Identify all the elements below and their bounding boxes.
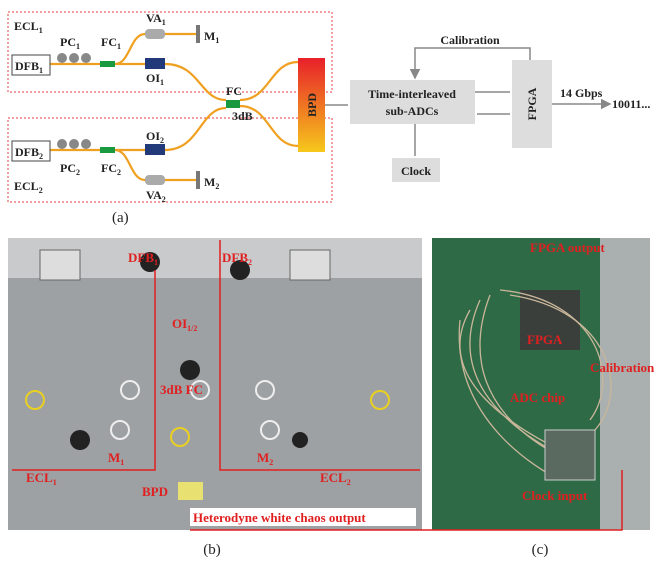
label-part: 1: [215, 36, 219, 45]
caption: (b): [203, 542, 221, 558]
label-part: OI: [146, 129, 160, 143]
ecl2: ECL2: [14, 179, 43, 195]
caption: (c): [532, 542, 549, 558]
fpga-output: FPGA output: [530, 240, 605, 255]
label-part: 1: [120, 458, 124, 467]
label-part: DFB: [15, 145, 39, 159]
label-part: M: [108, 450, 120, 465]
coupler: 3dB FC: [160, 382, 203, 397]
label-part: 2: [347, 478, 351, 487]
label-part: 1: [53, 478, 57, 487]
panel-b: DFB1 DFB2 OI1/2 3dB FC ECL1 M1 M2 ECL2 B…: [8, 238, 422, 558]
label-part: 2: [39, 186, 43, 195]
label-part: 2: [215, 182, 219, 191]
fc-label: FC: [226, 84, 242, 98]
label-part: 2: [160, 136, 164, 145]
fc-ratio: 3dB: [232, 109, 253, 123]
fc1: FC1: [101, 35, 121, 51]
label-part: M: [204, 29, 215, 43]
label-part: 2: [117, 168, 121, 177]
label-part: 1: [162, 18, 166, 27]
rate: 14 Gbps: [560, 86, 603, 100]
pc1: PC1: [60, 35, 80, 51]
label-part: DFB: [15, 59, 39, 73]
oi1: OI1: [146, 71, 164, 87]
ecl1-box: [8, 12, 332, 92]
panel-a: DFB1 DFB2 ECL1 PC1 FC1 VA1 M1 OI1 OI2 PC…: [8, 11, 650, 226]
label-part: OI: [172, 316, 187, 331]
output: Heterodyne white chaos output: [193, 510, 366, 525]
dfb1: DFB1: [128, 250, 158, 267]
label-part: 2: [269, 458, 273, 467]
label-part: 1: [154, 258, 158, 267]
label-part: VA: [146, 188, 162, 202]
va2: VA2: [146, 188, 166, 204]
bpd-label: BPD: [305, 93, 319, 117]
label-part: ECL: [14, 19, 39, 33]
label-part: M: [204, 175, 215, 189]
label-part: FC: [101, 161, 117, 175]
label-part: FC: [101, 35, 117, 49]
pc2: PC2: [60, 161, 80, 177]
label-part: 1: [117, 42, 121, 51]
label-part: OI: [146, 71, 160, 85]
label-part: 1: [160, 78, 164, 87]
oi2: OI2: [146, 129, 164, 145]
label-part: 2: [248, 258, 252, 267]
adc-label: Time-interleaved: [368, 87, 456, 101]
label-part: PC: [60, 161, 76, 175]
label-part: ECL: [26, 470, 53, 485]
label-part: VA: [146, 11, 162, 25]
fpga: FPGA: [527, 332, 563, 347]
ecl2-box: [8, 118, 332, 202]
ecl1: ECL1: [26, 470, 57, 487]
label-part: M: [257, 450, 269, 465]
label-part: 2: [162, 195, 166, 204]
bpd: BPD: [142, 484, 168, 499]
fpga-label: FPGA: [525, 87, 539, 120]
adc-label: sub-ADCs: [386, 104, 439, 118]
label-part: 1: [76, 42, 80, 51]
label-part: 1: [39, 66, 43, 75]
label-part: ECL: [14, 179, 39, 193]
va1: VA1: [146, 11, 166, 27]
clock: Clock: [401, 164, 431, 178]
bits: 10011...: [612, 97, 650, 111]
calibration: Calibration: [440, 33, 500, 47]
label-part: PC: [60, 35, 76, 49]
label-part: 1: [39, 26, 43, 35]
label-part: 2: [76, 168, 80, 177]
photo: [8, 238, 422, 530]
label-part: DFB: [222, 250, 248, 265]
m1: M1: [204, 29, 219, 45]
label-part: 1/2: [187, 324, 197, 333]
adc-chip: ADC chip: [510, 390, 565, 405]
label-part: 2: [39, 152, 43, 161]
label-part: ECL: [320, 470, 347, 485]
figure: DFB1 DFB2 ECL1 PC1 FC1 VA1 M1 OI1 OI2 PC…: [0, 0, 660, 563]
caption: (a): [112, 210, 129, 226]
calibration: Calibration: [590, 360, 655, 375]
m2: M2: [204, 175, 219, 191]
clock-input: Clock input: [522, 488, 588, 503]
label-part: DFB: [128, 250, 154, 265]
dfb2: DFB2: [222, 250, 252, 267]
ecl1: ECL1: [14, 19, 43, 35]
ecl2: ECL2: [320, 470, 351, 487]
dfb2-label: DFB2: [15, 145, 43, 161]
fc2: FC2: [101, 161, 121, 177]
dfb1-label: DFB1: [15, 59, 43, 75]
